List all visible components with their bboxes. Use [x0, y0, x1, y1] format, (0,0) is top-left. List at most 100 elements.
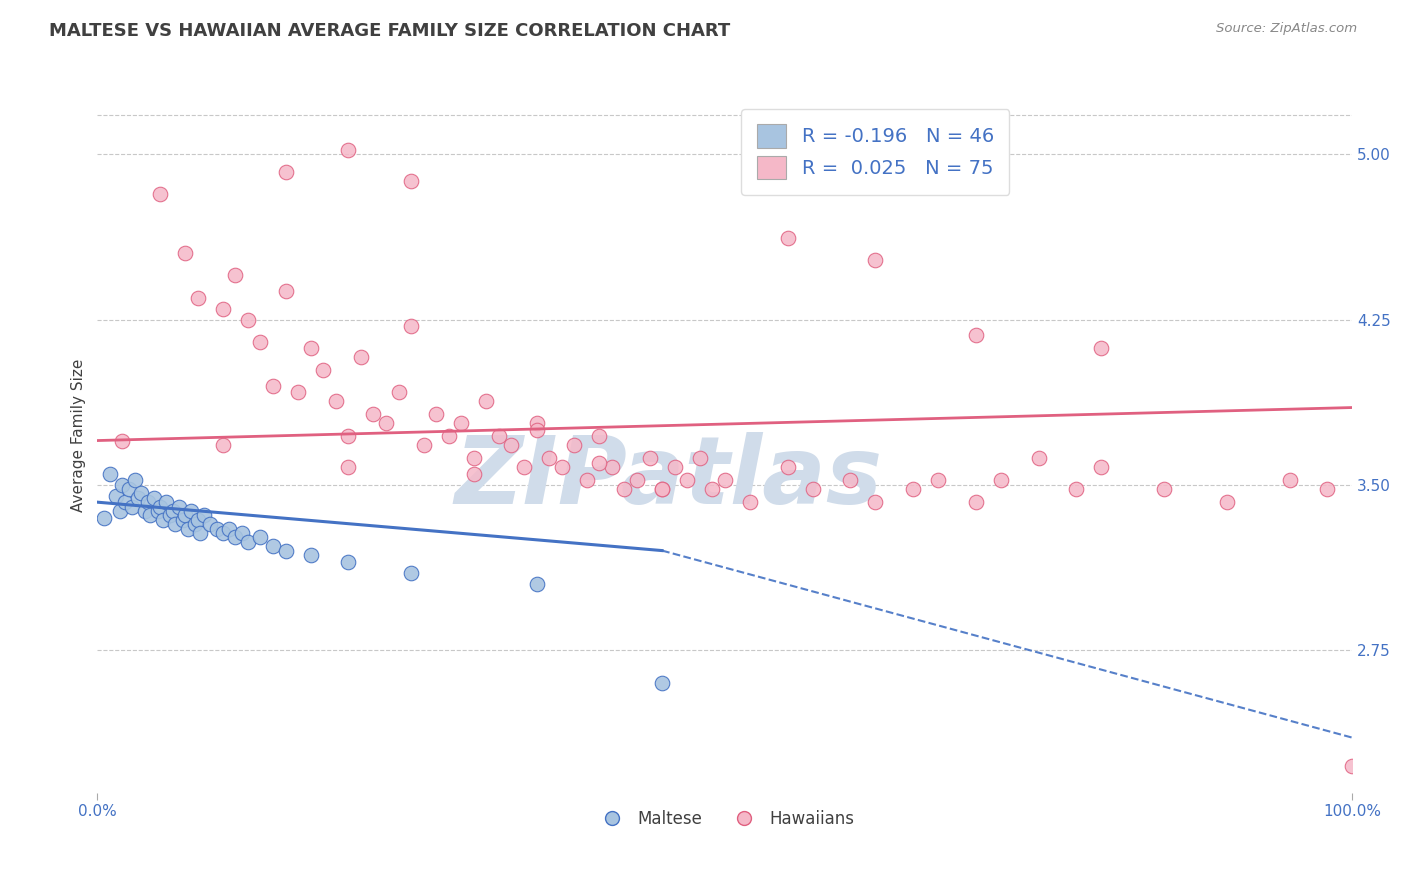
Point [236, 534, 259, 549]
Point [488, 429, 510, 443]
Point [129, 486, 152, 500]
Point [776, 459, 799, 474]
Point [437, 429, 460, 443]
Point [111, 477, 134, 491]
Point [93, 510, 115, 524]
Point [702, 482, 724, 496]
Point [714, 473, 737, 487]
Point [325, 393, 347, 408]
Point [1090, 459, 1112, 474]
Point [149, 187, 172, 202]
Point [588, 429, 610, 443]
Point [1316, 482, 1339, 496]
Point [990, 473, 1012, 487]
Point [399, 174, 422, 188]
Point [450, 416, 472, 430]
Point [124, 473, 146, 487]
Point [188, 526, 211, 541]
Point [638, 451, 661, 466]
Point [1216, 495, 1239, 509]
Point [412, 438, 434, 452]
Legend: Maltese, Hawaiians: Maltese, Hawaiians [589, 803, 860, 834]
Point [139, 508, 162, 523]
Y-axis label: Average Family Size: Average Family Size [72, 359, 86, 512]
Point [676, 473, 699, 487]
Point [575, 473, 598, 487]
Point [177, 522, 200, 536]
Point [550, 459, 572, 474]
Point [262, 378, 284, 392]
Point [664, 459, 686, 474]
Point [801, 482, 824, 496]
Point [108, 504, 131, 518]
Point [127, 491, 149, 505]
Point [118, 482, 141, 496]
Point [249, 334, 271, 349]
Point [262, 539, 284, 553]
Point [375, 416, 398, 430]
Point [337, 429, 360, 443]
Point [1153, 482, 1175, 496]
Point [152, 513, 174, 527]
Point [274, 165, 297, 179]
Point [274, 543, 297, 558]
Point [249, 530, 271, 544]
Point [149, 500, 172, 514]
Point [193, 508, 215, 523]
Point [155, 495, 177, 509]
Point [224, 268, 246, 283]
Point [865, 495, 887, 509]
Point [399, 566, 422, 580]
Point [337, 459, 360, 474]
Point [588, 456, 610, 470]
Point [425, 407, 447, 421]
Point [600, 459, 623, 474]
Point [299, 548, 322, 562]
Point [174, 246, 197, 260]
Point [738, 495, 761, 509]
Point [839, 473, 862, 487]
Point [174, 508, 197, 523]
Point [218, 522, 240, 536]
Point [387, 385, 409, 400]
Point [211, 526, 233, 541]
Point [1278, 473, 1301, 487]
Point [776, 231, 799, 245]
Point [626, 473, 648, 487]
Text: Source: ZipAtlas.com: Source: ZipAtlas.com [1216, 22, 1357, 36]
Point [224, 530, 246, 544]
Point [172, 513, 194, 527]
Text: ZIPatlas: ZIPatlas [454, 432, 883, 524]
Point [651, 482, 673, 496]
Point [337, 555, 360, 569]
Point [475, 393, 498, 408]
Point [312, 363, 335, 377]
Point [200, 517, 222, 532]
Point [299, 341, 322, 355]
Point [105, 489, 128, 503]
Point [162, 504, 184, 518]
Point [167, 500, 190, 514]
Point [965, 495, 987, 509]
Point [538, 451, 561, 466]
Point [146, 504, 169, 518]
Point [231, 526, 253, 541]
Point [205, 522, 228, 536]
Point [236, 312, 259, 326]
Text: MALTESE VS HAWAIIAN AVERAGE FAMILY SIZE CORRELATION CHART: MALTESE VS HAWAIIAN AVERAGE FAMILY SIZE … [49, 22, 731, 40]
Point [1090, 341, 1112, 355]
Point [1341, 759, 1364, 773]
Point [350, 350, 373, 364]
Point [865, 253, 887, 268]
Point [651, 675, 673, 690]
Point [337, 143, 360, 157]
Point [187, 513, 209, 527]
Point [1064, 482, 1087, 496]
Point [180, 504, 202, 518]
Point [613, 482, 636, 496]
Point [159, 508, 181, 523]
Point [901, 482, 924, 496]
Point [965, 327, 987, 342]
Point [165, 517, 187, 532]
Point [562, 438, 585, 452]
